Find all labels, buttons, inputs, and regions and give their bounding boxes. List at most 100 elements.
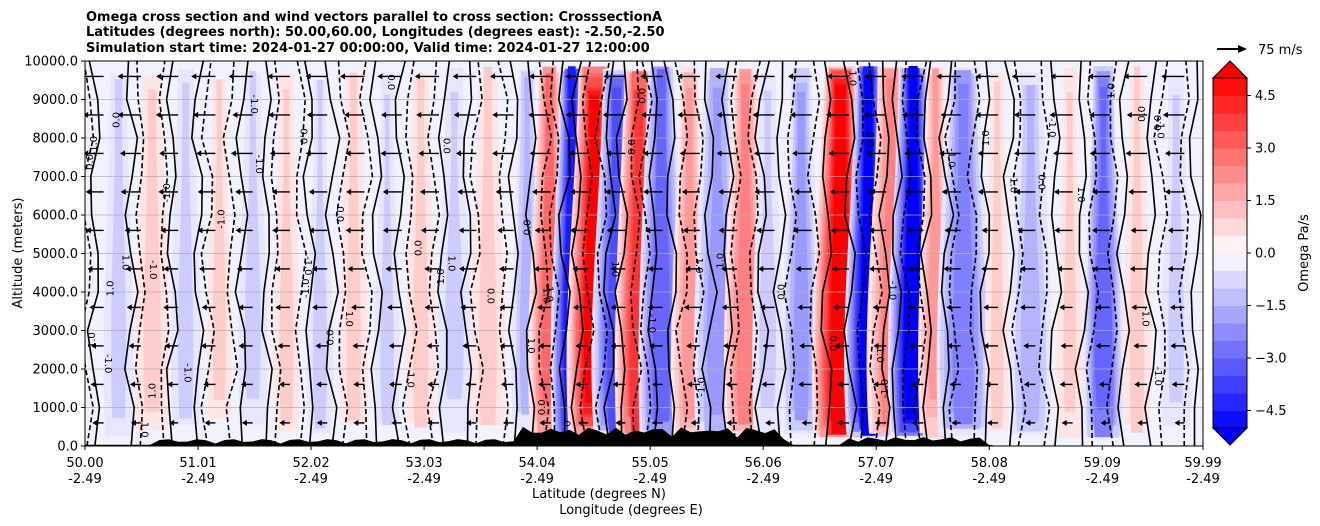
colorbar-segment-0 xyxy=(1213,410,1247,429)
wind-vector-head-16-4 xyxy=(685,265,691,272)
wind-vector-head-17-4 xyxy=(721,265,727,272)
wind-vector-head-18-4 xyxy=(758,265,764,272)
wind-vector-head-1-2 xyxy=(128,342,134,349)
wind-vector-head-18-1 xyxy=(761,381,767,388)
wind-vector-head-29-1 xyxy=(1171,381,1177,388)
colorbar-segment-8 xyxy=(1213,270,1247,289)
contour-line-20-1 xyxy=(701,61,718,446)
wind-vector-head-24-0 xyxy=(987,419,993,426)
wind-vector-head-23-9 xyxy=(936,73,942,80)
wind-vector-head-2-7 xyxy=(159,150,165,157)
contour-line-28-0 xyxy=(912,61,928,446)
contour-line-36-0 xyxy=(1178,61,1190,446)
wind-vector-head-20-0 xyxy=(837,419,843,426)
contour-label-8: 1.0 xyxy=(874,347,885,363)
omega-band-30-level-2 xyxy=(990,81,1004,429)
wind-vector-head-16-3 xyxy=(683,304,689,311)
contour-label-32: 1.0 xyxy=(106,281,117,297)
wind-vector-head-0-7 xyxy=(85,150,89,157)
wind-vector-head-29-5 xyxy=(1167,227,1173,234)
wind-vector-head-17-2 xyxy=(723,342,729,349)
wind-vector-head-10-6 xyxy=(457,188,463,195)
wind-vector-head-20-5 xyxy=(830,227,836,234)
contour-line-2-0 xyxy=(158,61,170,446)
wind-vector-head-6-4 xyxy=(311,265,317,272)
wind-vector-head-22-5 xyxy=(907,227,913,234)
wind-vector-head-2-6 xyxy=(158,188,164,195)
wind-vector-head-9-4 xyxy=(424,265,430,272)
colorbar-label: Omega Pa/s xyxy=(1297,214,1312,292)
wind-vector-head-2-2 xyxy=(164,342,170,349)
omega-band-11-level-2 xyxy=(478,66,497,426)
contour-label-7: 0.0 xyxy=(827,335,838,351)
contour-line-14-1 xyxy=(557,61,571,446)
wind-vector-head-2-5 xyxy=(160,227,166,234)
wind-vector-head-22-7 xyxy=(904,150,910,157)
wind-vector-head-0-2 xyxy=(91,342,97,349)
contour-line-18-0 xyxy=(638,61,653,446)
wind-vector-head-5-0 xyxy=(279,419,285,426)
contour-line-4-1 xyxy=(234,61,249,446)
wind-vector-head-24-6 xyxy=(977,188,983,195)
wind-vector-head-2-9 xyxy=(156,73,162,80)
y-tick-label-8: 8000.0 xyxy=(33,132,79,147)
wind-vector-head-8-0 xyxy=(391,419,397,426)
wind-vector-head-0-8 xyxy=(85,111,89,118)
wind-vector-head-23-6 xyxy=(941,188,947,195)
wind-vector-head-8-8 xyxy=(381,111,387,118)
contour-line-19-1 xyxy=(674,61,689,446)
wind-vector-head-16-0 xyxy=(690,419,696,426)
x-tick-label-lat-4: 54.04 xyxy=(519,456,556,471)
wind-vector-head-26-8 xyxy=(1049,111,1055,118)
wind-vector-head-13-4 xyxy=(572,265,578,272)
vector-key: 75 m/s xyxy=(1217,43,1303,58)
colorbar-segment-19 xyxy=(1213,78,1247,96)
wind-vector-head-11-8 xyxy=(492,111,498,118)
omega-band-32-level-2 xyxy=(1063,92,1077,412)
colorbar-segment-1 xyxy=(1213,393,1247,411)
colorbar-tick-label-0: 4.5 xyxy=(1255,89,1276,104)
wind-vector-head-20-9 xyxy=(826,73,832,80)
wind-vector-head-11-1 xyxy=(500,381,506,388)
wind-vector-head-11-4 xyxy=(498,265,504,272)
colorbar-segment-15 xyxy=(1213,148,1247,166)
chart-title-line-3: Simulation start time: 2024-01-27 00:00:… xyxy=(86,41,650,56)
wind-vector-head-26-1 xyxy=(1059,381,1065,388)
wind-vector-head-25-5 xyxy=(1017,227,1023,234)
contour-label-18: -1.0 xyxy=(147,260,158,280)
chart-title-line-2: Latitudes (degrees north): 50.00,60.00, … xyxy=(86,25,665,40)
colorbar-tick-label-1: 3.0 xyxy=(1255,142,1276,157)
wind-vector-head-28-1 xyxy=(1134,381,1140,388)
wind-vector-head-12-4 xyxy=(533,265,539,272)
contour-line-15-1 xyxy=(579,61,595,446)
contour-label-52: 0.0 xyxy=(385,74,396,90)
chart-title-line-1: Omega cross section and wind vectors par… xyxy=(86,10,662,25)
wind-vector-head-20-8 xyxy=(825,111,831,118)
colorbar-tick-label-2: 1.5 xyxy=(1255,194,1276,209)
colorbar-segment-10 xyxy=(1213,235,1247,254)
wind-vector-head-21-6 xyxy=(866,188,872,195)
wind-vector-head-16-1 xyxy=(687,381,693,388)
wind-vector-head-28-9 xyxy=(1123,73,1129,80)
wind-vector-head-17-8 xyxy=(716,111,722,118)
wind-vector-head-16-9 xyxy=(677,73,683,80)
wind-vector-head-19-6 xyxy=(794,188,800,195)
wind-vector-head-24-5 xyxy=(981,227,987,234)
wind-vectors xyxy=(85,73,1185,426)
wind-vector-head-28-8 xyxy=(1126,111,1132,118)
wind-vector-head-9-3 xyxy=(424,304,430,311)
wind-vector-head-17-7 xyxy=(716,150,722,157)
wind-vector-head-1-5 xyxy=(124,227,130,234)
contour-line-3-1 xyxy=(200,61,216,446)
contour-line-9-0 xyxy=(391,61,407,446)
contour-line-22-0 xyxy=(747,61,761,446)
wind-vector-head-15-9 xyxy=(640,73,646,80)
contour-label-0: -1.0 xyxy=(1046,118,1057,138)
wind-vector-head-28-7 xyxy=(1125,150,1131,157)
wind-vector-head-0-6 xyxy=(85,188,91,195)
wind-vector-head-22-8 xyxy=(901,111,907,118)
contour-line-5-1 xyxy=(270,61,282,446)
wind-vector-head-6-1 xyxy=(316,381,322,388)
contour-line-21-0 xyxy=(721,61,735,446)
contour-label-10: 0.0 xyxy=(774,284,785,300)
